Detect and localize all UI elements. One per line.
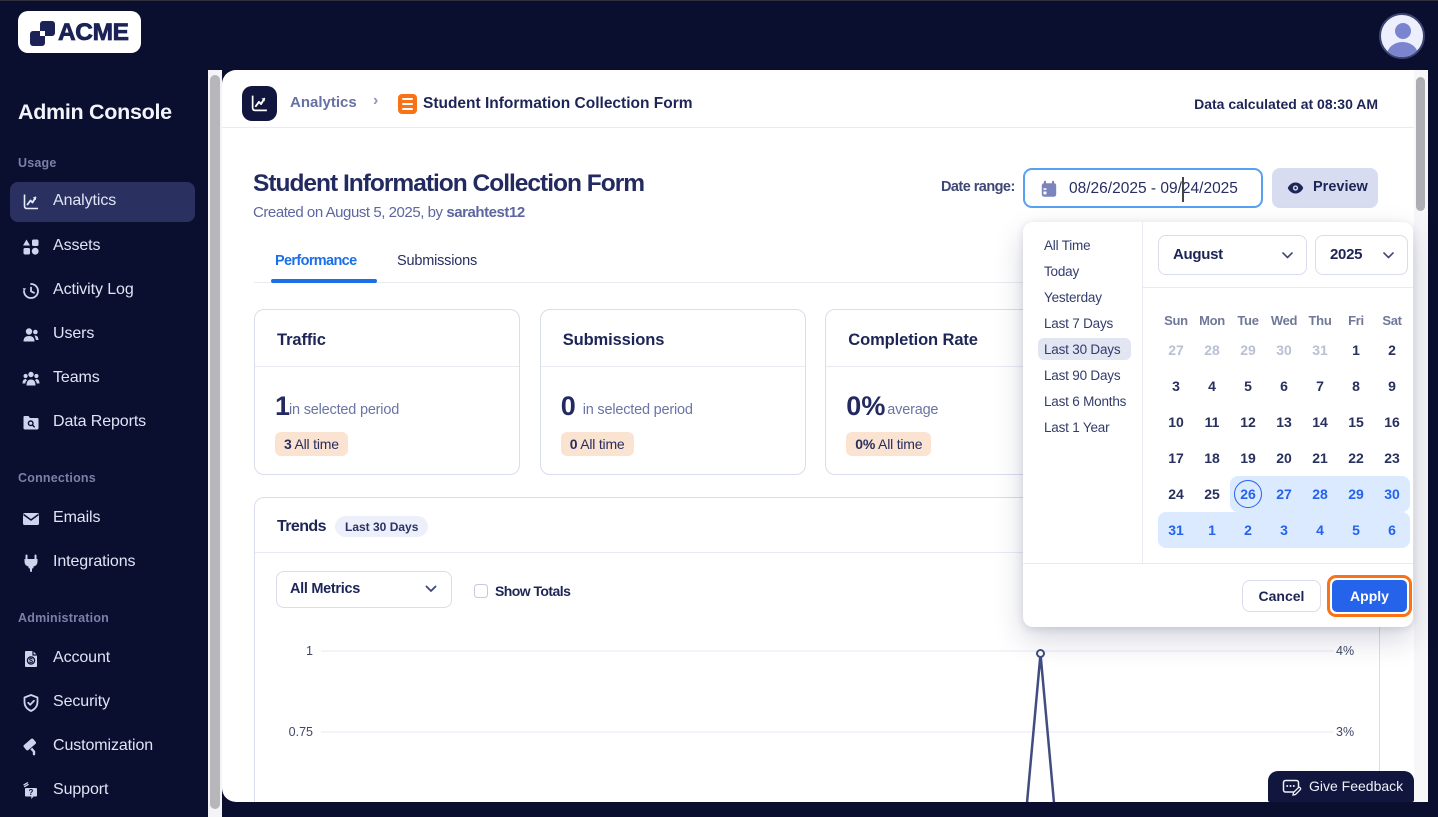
svg-text:4%: 4% xyxy=(1336,644,1354,658)
svg-text:3%: 3% xyxy=(1336,725,1354,739)
svg-text:0.75: 0.75 xyxy=(289,725,313,739)
svg-text:1: 1 xyxy=(306,644,313,658)
svg-text:$: $ xyxy=(29,656,34,665)
svg-text:?: ? xyxy=(29,788,34,797)
